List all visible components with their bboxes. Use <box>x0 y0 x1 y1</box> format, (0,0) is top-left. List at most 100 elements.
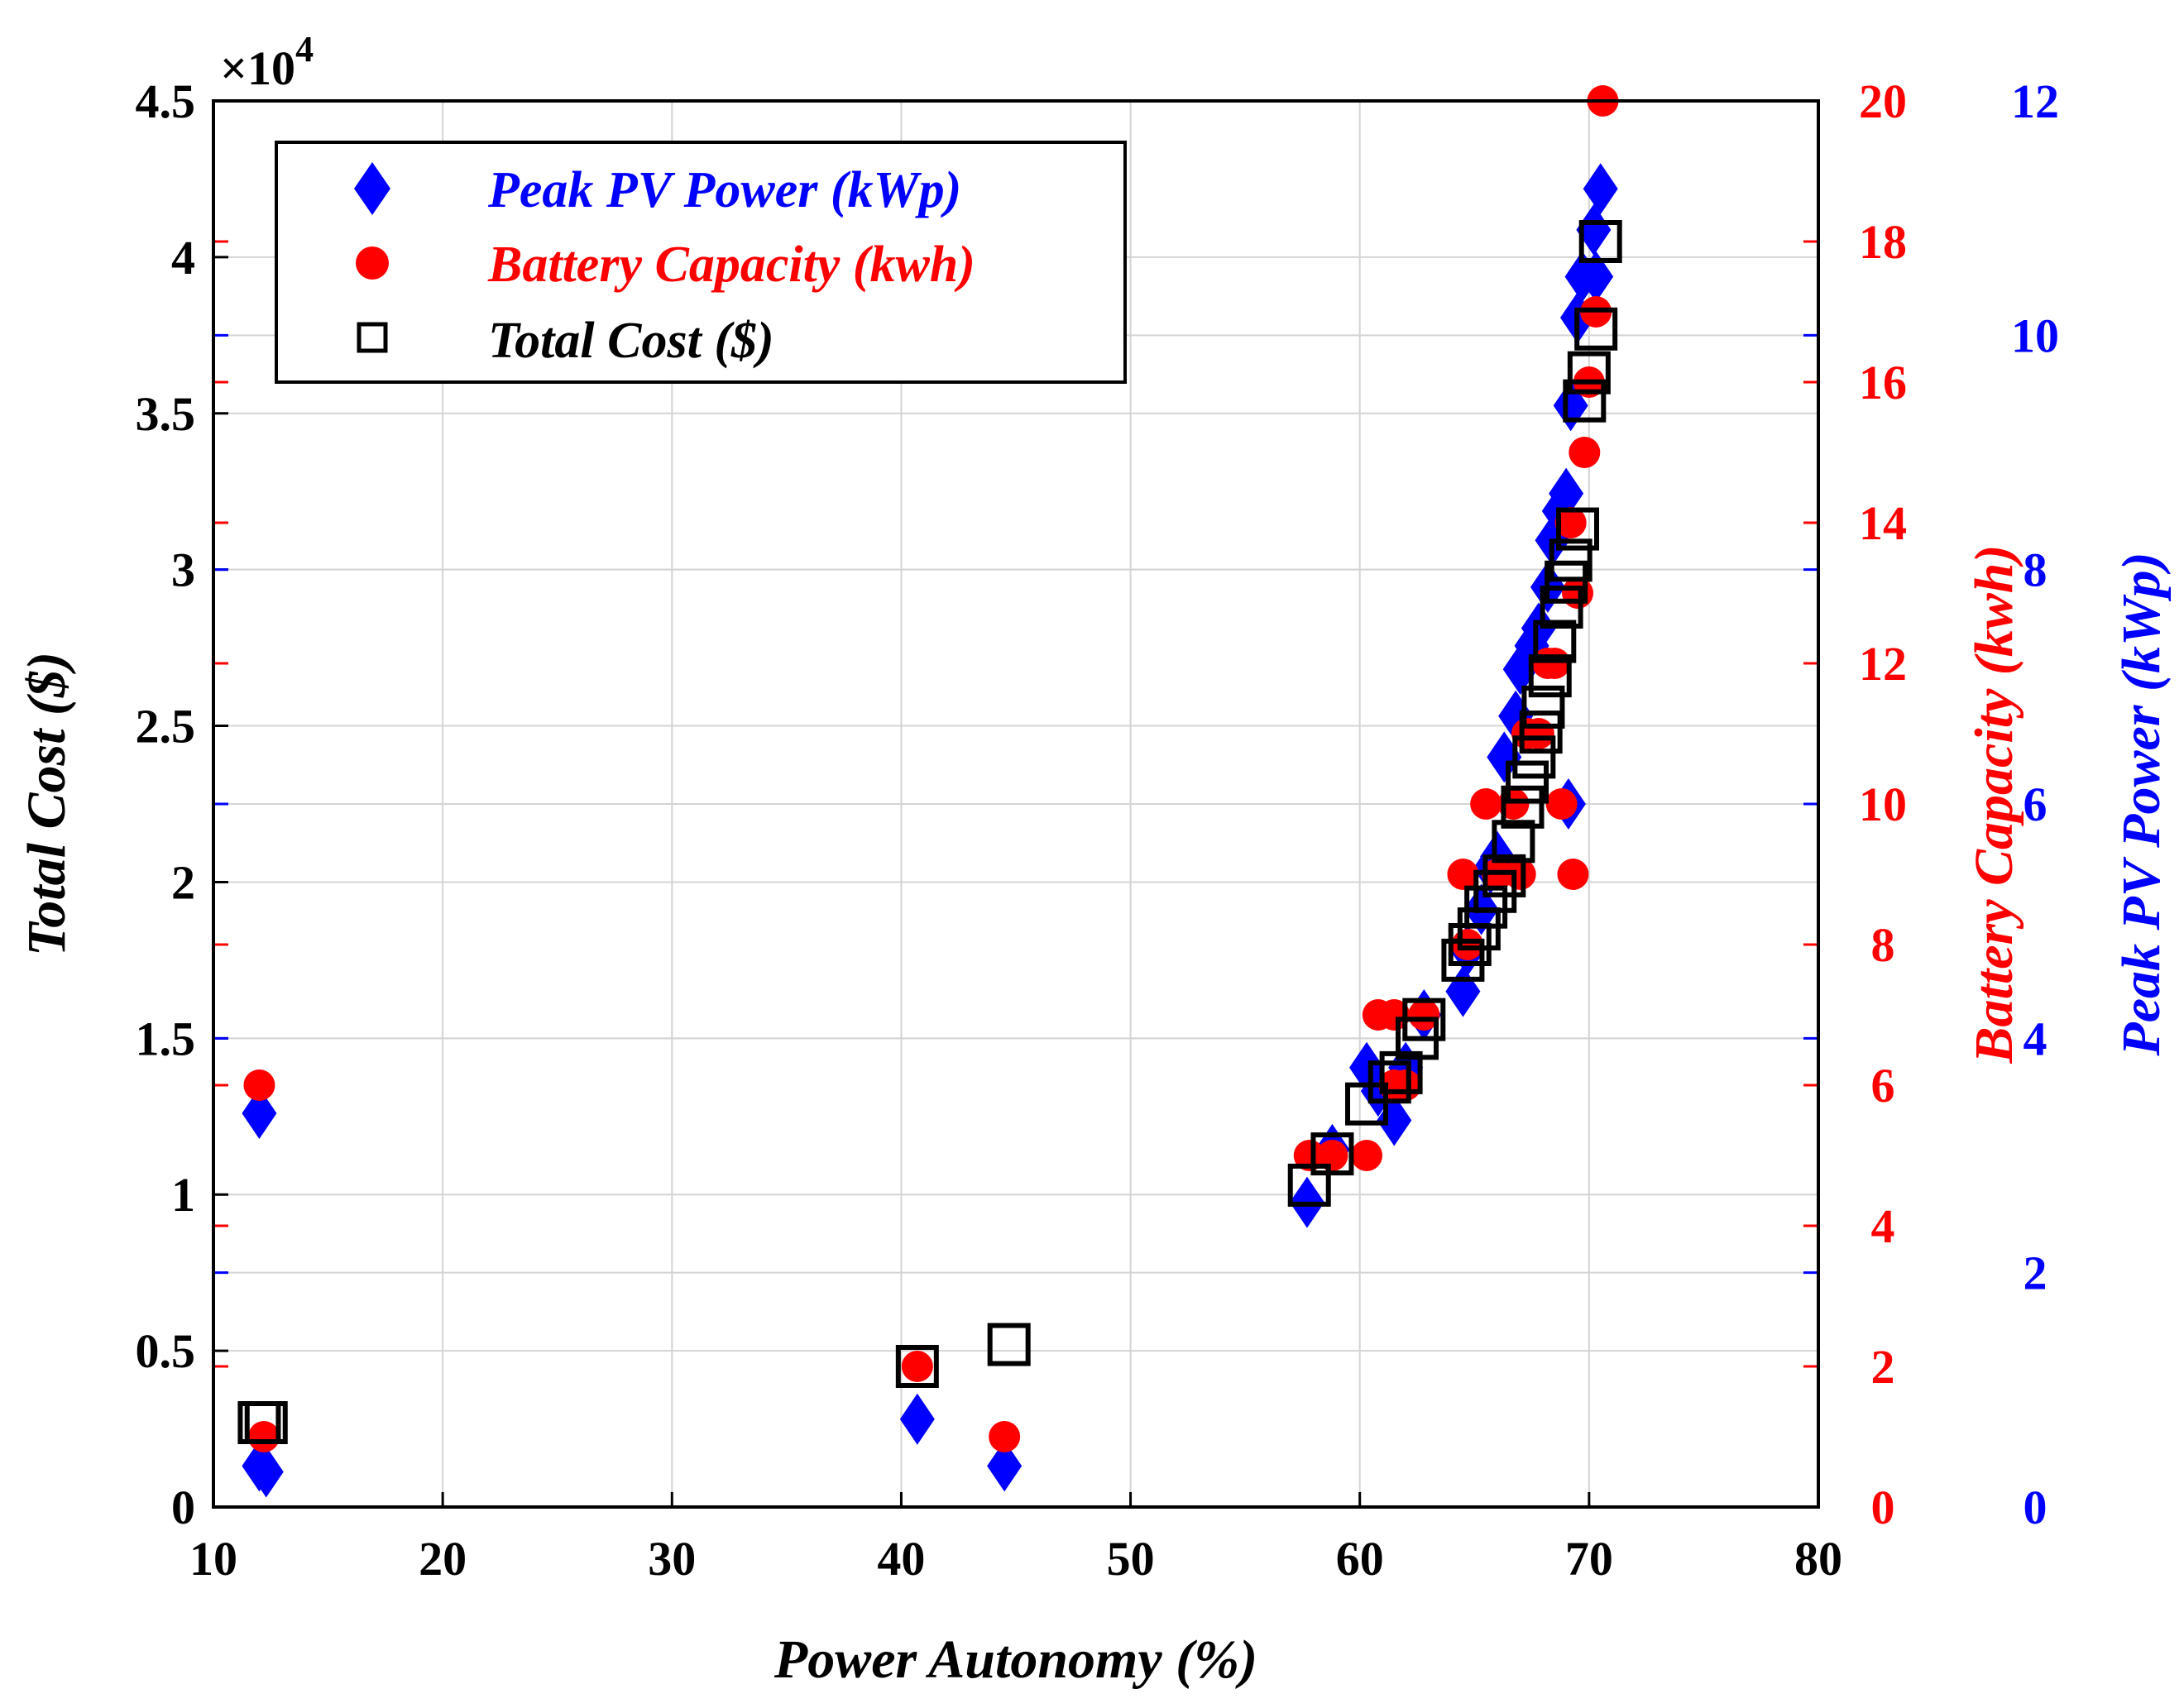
battery-circle-point <box>1470 788 1502 820</box>
data-points <box>237 85 1622 1498</box>
battery-circle-point <box>1554 507 1587 538</box>
battery-tick-label: 16 <box>1859 356 1907 409</box>
x-axis-title: Power Autonomy (%) <box>774 1629 1257 1690</box>
left-tick-label: 2.5 <box>136 700 196 754</box>
pv-diamond-point <box>248 1446 284 1498</box>
multiplier-base: ×10 <box>220 41 295 95</box>
legend-label-battery: Battery Capacity (kwh) <box>487 237 975 293</box>
axis-labels: 10 20 30 40 50 60 70 8000.511.522.533.544.50246… <box>136 74 2060 1586</box>
total-cost-square-point <box>1521 685 1565 729</box>
battery-circle-point <box>1378 999 1410 1031</box>
battery-tick-label: 6 <box>1871 1059 1895 1112</box>
battery-circle-point <box>1557 859 1589 890</box>
battery-tick-label: 4 <box>1871 1199 1895 1253</box>
left-tick-label: 4 <box>171 231 195 285</box>
pv-tick-label: 2 <box>2024 1246 2048 1300</box>
battery-circle-point <box>1545 788 1578 820</box>
left-tick-label: 4.5 <box>136 74 196 128</box>
left-tick-label: 2 <box>171 855 195 909</box>
total-cost-square-point <box>1533 620 1577 663</box>
battery-circle-point <box>1451 929 1483 960</box>
pv-tick-label: 4 <box>2024 1012 2048 1065</box>
total-cost-square-point <box>1578 220 1622 263</box>
pv-diamond-point <box>1549 467 1584 519</box>
total-cost-square-point <box>1345 1082 1389 1126</box>
pv-tick-label: 12 <box>2011 74 2059 128</box>
y-axis-title-total-cost: Total Cost ($) <box>17 652 77 956</box>
left-tick-label: 0 <box>171 1481 195 1534</box>
y-axis-title-peak-pv-power: Peak PV Power (kWp) <box>2111 552 2172 1056</box>
total-cost-square-point <box>1492 820 1535 864</box>
total-cost-square-point <box>1567 351 1611 395</box>
battery-tick-label: 20 <box>1859 74 1907 128</box>
legend-diamond-marker <box>354 162 390 215</box>
total-cost-square-point <box>1310 1132 1354 1176</box>
battery-circle-point <box>1390 1069 1422 1101</box>
pv-diamond-point <box>242 1088 277 1139</box>
x-tick-label: 10 <box>189 1532 237 1586</box>
x-tick-label: 60 <box>1336 1532 1384 1586</box>
pv-diamond-point <box>1583 163 1618 215</box>
battery-tick-label: 12 <box>1859 637 1907 691</box>
total-cost-square-point <box>1441 938 1485 982</box>
total-cost-square-point <box>1528 654 1572 698</box>
pv-diamond-point <box>987 1440 1023 1492</box>
total-cost-square-point <box>1512 735 1556 779</box>
battery-circle-point <box>243 1069 275 1101</box>
battery-tick-label: 10 <box>1859 777 1907 831</box>
battery-tick-label: 2 <box>1871 1340 1895 1394</box>
total-cost-square-point <box>1519 710 1563 754</box>
battery-tick-label: 0 <box>1871 1481 1895 1534</box>
battery-circle-point <box>901 1351 933 1382</box>
battery-circle-point <box>247 1421 280 1452</box>
pv-diamond-point <box>1578 251 1614 303</box>
legend-circle-marker <box>356 246 389 280</box>
total-cost-square-point <box>1473 869 1517 913</box>
legend: Peak PV Power (kWp) Battery Capacity (kw… <box>275 141 1127 384</box>
total-cost-square-point <box>1556 507 1599 551</box>
total-cost-square-point <box>244 1401 288 1444</box>
total-cost-square-point <box>1545 560 1588 604</box>
battery-circle-point <box>1569 437 1601 468</box>
total-cost-square-point <box>1563 379 1607 423</box>
x-tick-label: 30 <box>648 1532 696 1586</box>
battery-circle-point <box>989 1421 1021 1452</box>
left-tick-label: 3.5 <box>136 387 196 441</box>
total-cost-square-point <box>1482 854 1526 897</box>
plot-frame <box>212 99 1820 1509</box>
total-cost-square-point <box>1574 307 1618 351</box>
total-cost-square-point <box>1549 538 1592 582</box>
battery-circle-point <box>1351 1140 1383 1171</box>
total-cost-square-point <box>1287 1163 1331 1207</box>
battery-circle-point <box>1316 1140 1348 1171</box>
total-cost-square-point <box>895 1345 939 1388</box>
left-tick-label: 0.5 <box>136 1324 196 1378</box>
total-cost-square-point <box>1540 586 1583 629</box>
battery-circle-point <box>1539 648 1571 679</box>
left-tick-label: 1.5 <box>136 1012 196 1065</box>
y-axis-title-battery-capacity: Battery Capacity (kwh) <box>1964 545 2024 1065</box>
x-tick-label: 20 <box>419 1532 467 1586</box>
legend-label-peak-pv: Peak PV Power (kWp) <box>487 162 961 218</box>
battery-tick-label: 8 <box>1871 918 1895 972</box>
y-axis-multiplier: ×104 <box>220 29 314 95</box>
total-cost-square-point <box>1367 1060 1411 1104</box>
total-cost-square-point <box>1379 1050 1423 1094</box>
pv-tick-label: 10 <box>2011 309 2059 362</box>
total-cost-square-point <box>987 1323 1031 1366</box>
battery-tick-label: 14 <box>1859 496 1907 550</box>
battery-circle-point <box>1522 718 1554 749</box>
pv-diamond-point <box>899 1393 935 1445</box>
battery-circle-point <box>1562 577 1593 609</box>
battery-circle-point <box>1408 999 1440 1031</box>
x-tick-label: 70 <box>1565 1532 1613 1586</box>
total-cost-square-point <box>1402 998 1446 1041</box>
left-tick-label: 1 <box>171 1168 195 1222</box>
total-cost-square-point <box>1501 785 1545 829</box>
legend-label-total-cost: Total Cost ($) <box>488 313 774 369</box>
x-tick-label: 80 <box>1794 1532 1842 1586</box>
multiplier-exponent: 4 <box>295 29 314 69</box>
x-tick-label: 50 <box>1107 1532 1155 1586</box>
